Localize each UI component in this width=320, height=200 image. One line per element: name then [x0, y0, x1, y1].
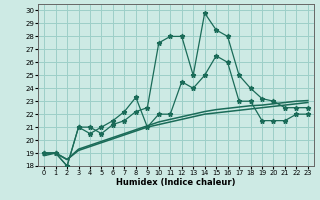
X-axis label: Humidex (Indice chaleur): Humidex (Indice chaleur) — [116, 178, 236, 187]
